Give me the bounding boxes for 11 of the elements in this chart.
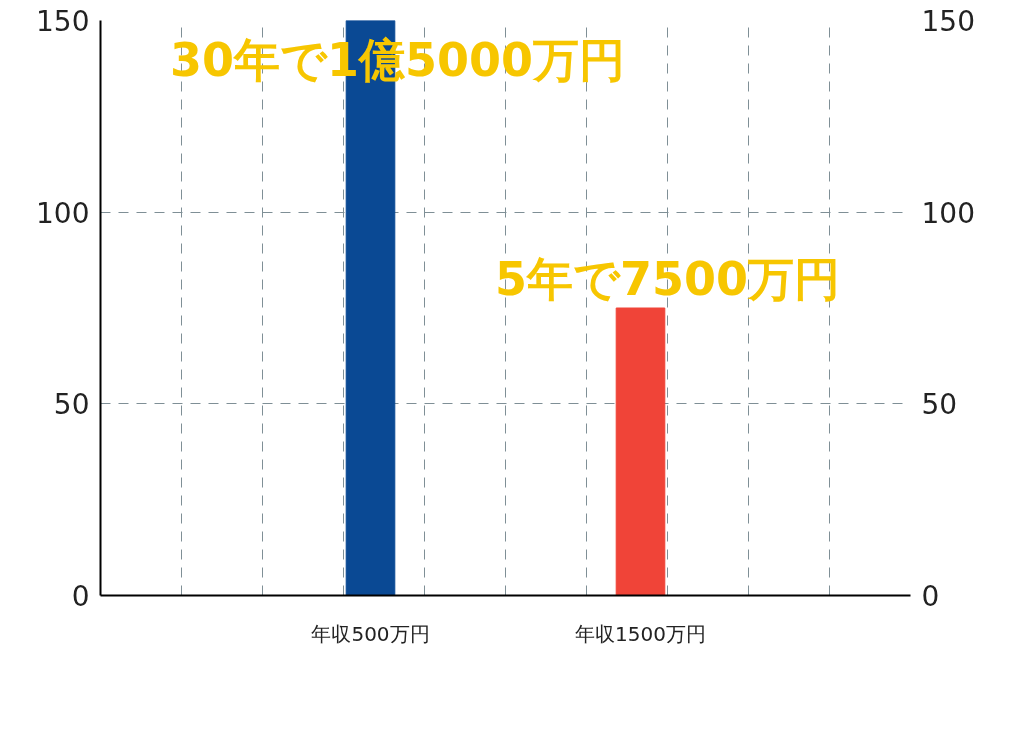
- y2-tick-label: 150: [921, 5, 975, 38]
- y-tick-label: 0: [71, 580, 90, 613]
- y-tick-label: 150: [36, 5, 90, 38]
- y-tick-label: 50: [53, 388, 90, 422]
- annotation: 5年で7500万円: [494, 252, 841, 306]
- y2-tick-label: 50: [921, 388, 958, 422]
- y-tick-label: 100: [36, 196, 90, 230]
- y2-tick-label: 0: [921, 580, 940, 613]
- x-tick-label: 年収1500万円: [575, 621, 706, 646]
- y2-tick-label: 100: [921, 196, 975, 230]
- x-tick-label: 年収500万円: [311, 621, 430, 646]
